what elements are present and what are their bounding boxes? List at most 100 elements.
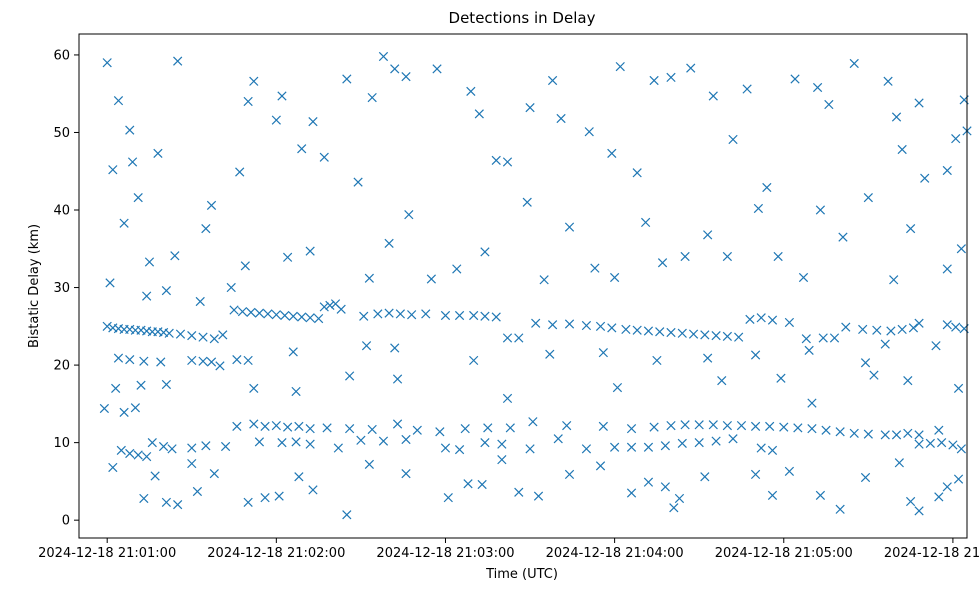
data-point bbox=[533, 491, 544, 501]
data-point bbox=[175, 329, 186, 339]
data-point bbox=[872, 325, 882, 335]
data-point bbox=[291, 386, 301, 397]
x-tick-label: 2024-12-18 21:03:00 bbox=[376, 546, 514, 561]
data-point bbox=[956, 444, 966, 454]
data-point bbox=[703, 230, 713, 240]
data-point bbox=[108, 165, 118, 175]
data-point bbox=[897, 144, 907, 155]
y-tick-label: 60 bbox=[53, 48, 70, 63]
data-point bbox=[173, 56, 183, 66]
plot-frame bbox=[78, 33, 968, 539]
data-point bbox=[158, 441, 169, 452]
data-point bbox=[581, 444, 592, 454]
data-point bbox=[243, 96, 253, 107]
x-tick-label: 2024-12-18 21:02:00 bbox=[207, 546, 345, 561]
data-point bbox=[491, 155, 501, 166]
data-point bbox=[342, 510, 352, 520]
data-point bbox=[883, 76, 893, 86]
data-point bbox=[142, 291, 152, 301]
data-point bbox=[198, 332, 208, 342]
data-point bbox=[742, 84, 752, 94]
data-point bbox=[378, 51, 389, 62]
data-point bbox=[277, 91, 287, 101]
data-point bbox=[426, 274, 437, 284]
data-point bbox=[612, 382, 623, 393]
data-point bbox=[905, 223, 916, 234]
data-point bbox=[187, 443, 197, 453]
data-point bbox=[942, 264, 952, 274]
data-point bbox=[119, 407, 129, 418]
y-tick-label: 40 bbox=[53, 204, 70, 219]
data-point bbox=[254, 308, 265, 318]
data-point bbox=[440, 310, 451, 321]
data-point bbox=[553, 434, 563, 444]
data-point bbox=[102, 321, 112, 331]
data-point bbox=[652, 355, 662, 366]
x-tick-label: 2024-12-18 21:04:00 bbox=[546, 546, 684, 561]
data-point bbox=[395, 309, 405, 319]
data-point bbox=[711, 436, 721, 446]
data-point bbox=[829, 333, 840, 343]
data-point bbox=[643, 326, 654, 336]
data-point bbox=[254, 437, 265, 447]
data-point bbox=[584, 127, 594, 137]
data-point bbox=[232, 421, 242, 431]
data-point bbox=[260, 421, 270, 431]
data-point bbox=[547, 75, 558, 86]
data-point bbox=[750, 421, 761, 431]
data-point bbox=[641, 217, 651, 228]
data-point bbox=[942, 165, 952, 176]
x-tick-label: 2024-12-18 21:06:00 bbox=[884, 546, 979, 561]
data-point bbox=[745, 314, 755, 324]
y-tick-label: 20 bbox=[53, 359, 70, 374]
data-point bbox=[815, 205, 826, 215]
data-point bbox=[127, 157, 138, 167]
data-point bbox=[708, 91, 718, 101]
data-point bbox=[249, 76, 259, 86]
data-point bbox=[113, 96, 124, 106]
data-point bbox=[581, 320, 592, 331]
data-point bbox=[249, 383, 259, 393]
data-point bbox=[556, 113, 566, 124]
data-point bbox=[728, 134, 738, 145]
data-point bbox=[319, 302, 329, 312]
data-point bbox=[364, 273, 374, 283]
data-point bbox=[271, 310, 281, 320]
data-point bbox=[607, 148, 617, 159]
data-point bbox=[443, 493, 453, 503]
data-point bbox=[711, 331, 721, 341]
data-point bbox=[677, 328, 687, 338]
data-point bbox=[767, 315, 778, 325]
data-point bbox=[483, 423, 493, 433]
data-point bbox=[480, 247, 490, 257]
data-point bbox=[305, 424, 315, 434]
data-point bbox=[297, 144, 307, 154]
data-point bbox=[108, 462, 118, 473]
data-point bbox=[669, 503, 679, 513]
data-point bbox=[750, 469, 761, 480]
data-point bbox=[480, 311, 490, 321]
data-point bbox=[345, 424, 355, 434]
data-point bbox=[767, 490, 778, 500]
data-point bbox=[925, 438, 935, 449]
data-point bbox=[401, 434, 411, 445]
data-point bbox=[948, 440, 958, 450]
data-point bbox=[564, 222, 575, 232]
data-point bbox=[607, 323, 617, 333]
data-point bbox=[99, 403, 109, 414]
data-point bbox=[905, 496, 916, 507]
data-point bbox=[322, 423, 332, 433]
data-point bbox=[111, 383, 121, 393]
data-point bbox=[390, 343, 400, 353]
y-tick-label: 10 bbox=[53, 436, 70, 451]
data-point bbox=[700, 330, 710, 340]
data-point bbox=[514, 487, 524, 497]
data-point bbox=[703, 353, 713, 363]
data-point bbox=[336, 304, 346, 314]
data-point bbox=[206, 200, 217, 210]
y-tick-label: 50 bbox=[53, 126, 70, 141]
data-point bbox=[666, 420, 676, 431]
data-point bbox=[824, 99, 834, 110]
data-point bbox=[660, 441, 670, 451]
data-point bbox=[133, 450, 143, 460]
